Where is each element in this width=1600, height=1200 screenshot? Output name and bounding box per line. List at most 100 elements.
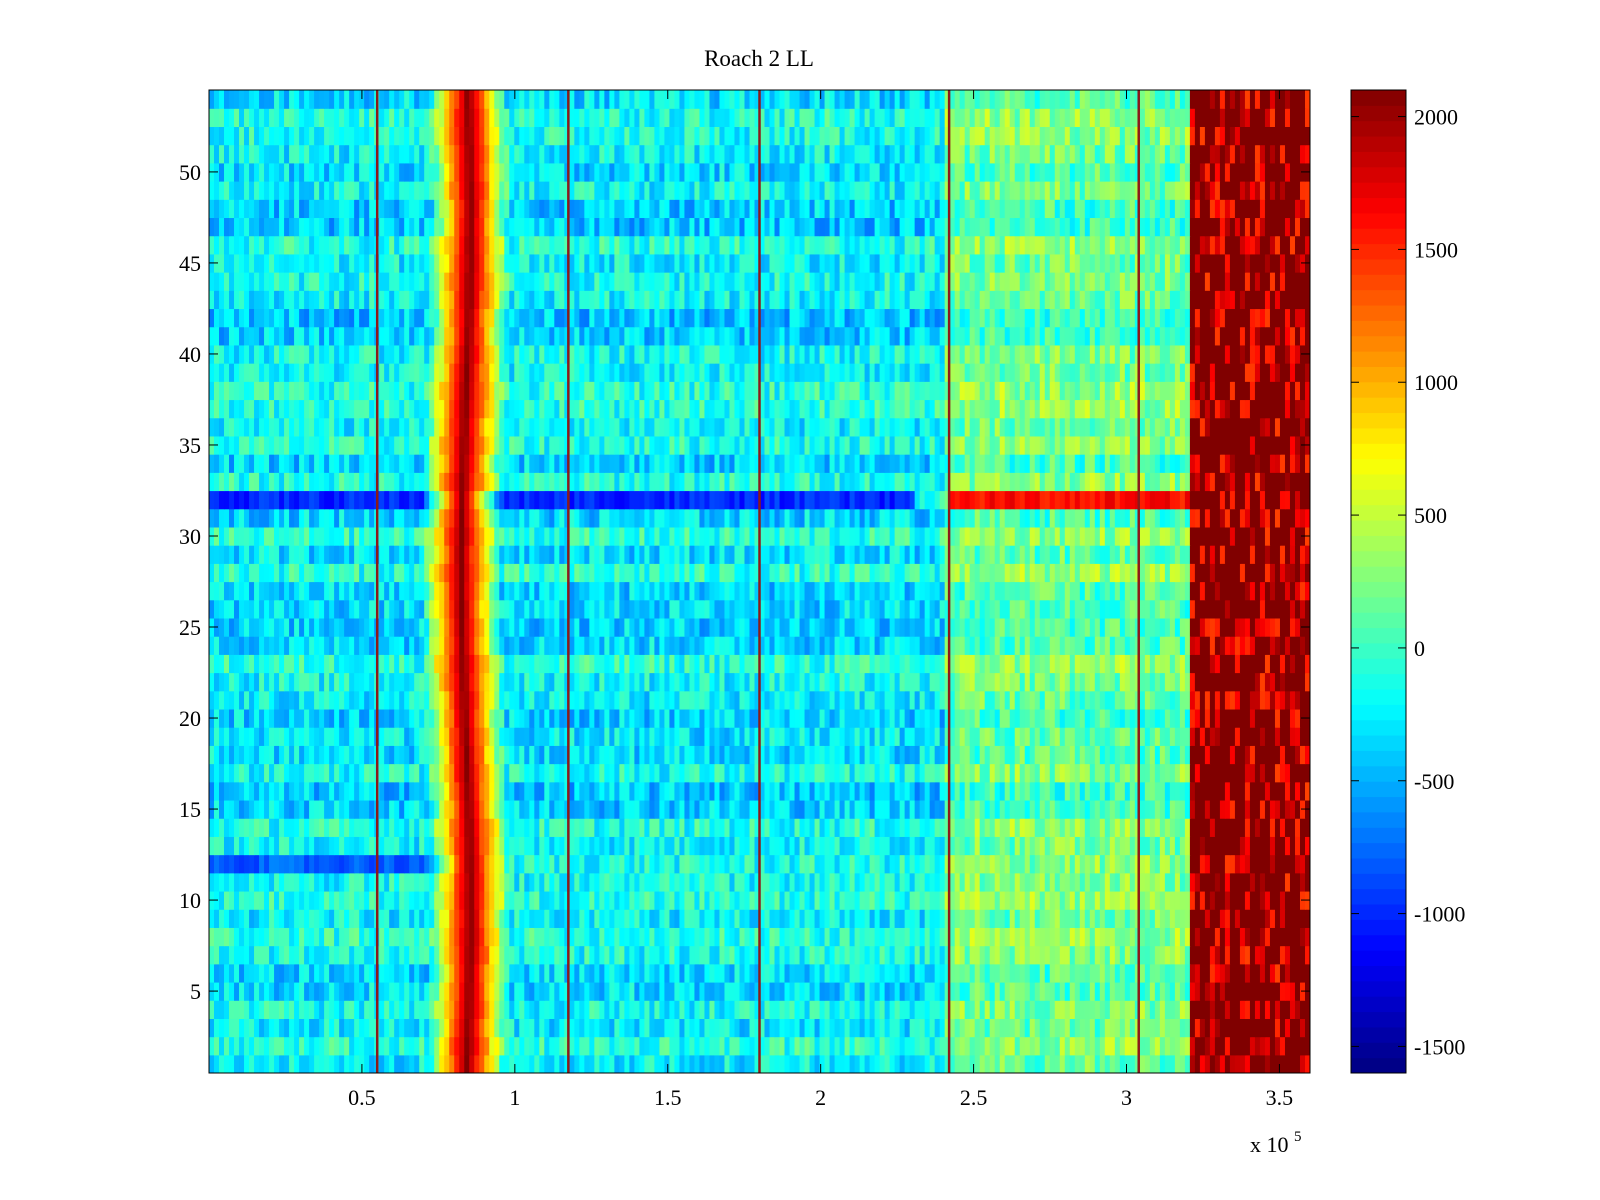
heatmap-cell — [219, 836, 225, 856]
heatmap-cell — [1264, 781, 1271, 801]
heatmap-cell — [849, 1036, 856, 1056]
heatmap-cell — [859, 781, 866, 801]
heatmap-cell — [824, 818, 831, 837]
heatmap-cell — [1279, 836, 1286, 856]
heatmap-cell — [1169, 1018, 1176, 1038]
heatmap-cell — [1079, 1036, 1086, 1056]
heatmap-cell — [709, 708, 716, 728]
heatmap-cell — [514, 654, 520, 674]
heatmap-cell — [1149, 672, 1156, 692]
heatmap-cell — [864, 799, 871, 819]
heatmap-cell — [739, 745, 746, 765]
heatmap-cell — [259, 981, 265, 1001]
heatmap-cell — [879, 1054, 886, 1073]
heatmap-cell — [749, 799, 756, 819]
heatmap-cell — [1244, 708, 1251, 728]
heatmap-cell — [1224, 781, 1231, 801]
heatmap-cell — [719, 909, 726, 928]
heatmap-cell — [569, 654, 575, 674]
heatmap-cell — [1254, 854, 1261, 874]
heatmap-cell — [1044, 1018, 1051, 1038]
heatmap-cell — [739, 708, 746, 728]
heatmap-cell — [439, 781, 445, 801]
heatmap-cell — [254, 909, 260, 928]
heatmap-cell — [299, 927, 305, 947]
heatmap-cell — [719, 1036, 726, 1056]
heatmap-cell — [1074, 872, 1081, 892]
heatmap-cell — [474, 672, 480, 692]
heatmap-cell — [334, 963, 340, 983]
heatmap-cell — [1009, 981, 1016, 1001]
heatmap-cell — [834, 690, 841, 710]
heatmap-cell — [864, 890, 871, 910]
heatmap-cell — [359, 818, 365, 837]
heatmap-cell — [1209, 818, 1216, 837]
heatmap-cell — [1234, 927, 1241, 947]
heatmap-cell — [1249, 672, 1256, 692]
heatmap-cell — [974, 1000, 981, 1019]
heatmap-cell — [244, 945, 250, 965]
heatmap-cell — [1159, 836, 1166, 856]
heatmap-cell — [714, 927, 721, 947]
heatmap-cell — [419, 745, 425, 765]
heatmap-cell — [1294, 1036, 1301, 1056]
heatmap-cell — [854, 799, 861, 819]
heatmap-cell — [249, 781, 255, 801]
heatmap-cell — [1269, 745, 1276, 765]
heatmap-cell — [639, 927, 645, 947]
heatmap-cell — [354, 890, 360, 910]
heatmap-cell — [1204, 1000, 1211, 1019]
heatmap-cell — [1264, 708, 1271, 728]
heatmap-cell — [674, 909, 681, 928]
heatmap-cell — [704, 1054, 711, 1073]
heatmap-cell — [519, 945, 525, 965]
heatmap-cell — [1179, 745, 1186, 765]
heatmap-cell — [1239, 1018, 1246, 1038]
heatmap-cell — [499, 963, 505, 983]
heatmap-cell — [324, 763, 330, 783]
heatmap-cell — [519, 654, 525, 674]
heatmap-cell — [449, 690, 455, 710]
heatmap-cell — [259, 854, 265, 874]
heatmap-cell — [359, 763, 365, 783]
heatmap-cell — [649, 799, 655, 819]
heatmap-cell — [554, 963, 560, 983]
heatmap-cell — [539, 1054, 545, 1073]
heatmap-cell — [324, 945, 330, 965]
heatmap-cell — [1204, 836, 1211, 856]
heatmap-cell — [829, 672, 836, 692]
heatmap-cell — [1074, 763, 1081, 783]
heatmap-cell — [1114, 672, 1121, 692]
heatmap-cell — [959, 981, 966, 1001]
heatmap-cell — [774, 945, 781, 965]
heatmap-cell — [524, 763, 530, 783]
heatmap-cell — [929, 836, 936, 856]
heatmap-cell — [459, 781, 465, 801]
heatmap-cell — [304, 672, 310, 692]
heatmap-cell — [1179, 872, 1186, 892]
heatmap-cell — [414, 1018, 420, 1038]
heatmap-cell — [1089, 890, 1096, 910]
heatmap-cell — [974, 927, 981, 947]
heatmap-cell — [439, 690, 445, 710]
heatmap-cell — [1274, 981, 1281, 1001]
heatmap-cell — [1189, 1054, 1196, 1073]
heatmap-cell — [329, 799, 335, 819]
heatmap-cell — [759, 745, 766, 765]
heatmap-cell — [299, 1054, 305, 1073]
heatmap-cell — [584, 654, 590, 674]
heatmap-cell — [659, 763, 666, 783]
heatmap-cell — [579, 927, 585, 947]
heatmap-cell — [879, 872, 886, 892]
heatmap-cell — [284, 909, 290, 928]
heatmap-cell — [634, 963, 640, 983]
heatmap-cell — [944, 818, 951, 837]
heatmap-cell — [354, 945, 360, 965]
heatmap-cell — [909, 945, 916, 965]
heatmap-cell — [1224, 963, 1231, 983]
heatmap-cell — [1164, 909, 1171, 928]
heatmap-cell — [324, 872, 330, 892]
heatmap-cell — [819, 1036, 826, 1056]
heatmap-cell — [1129, 745, 1136, 765]
heatmap-cell — [414, 781, 420, 801]
